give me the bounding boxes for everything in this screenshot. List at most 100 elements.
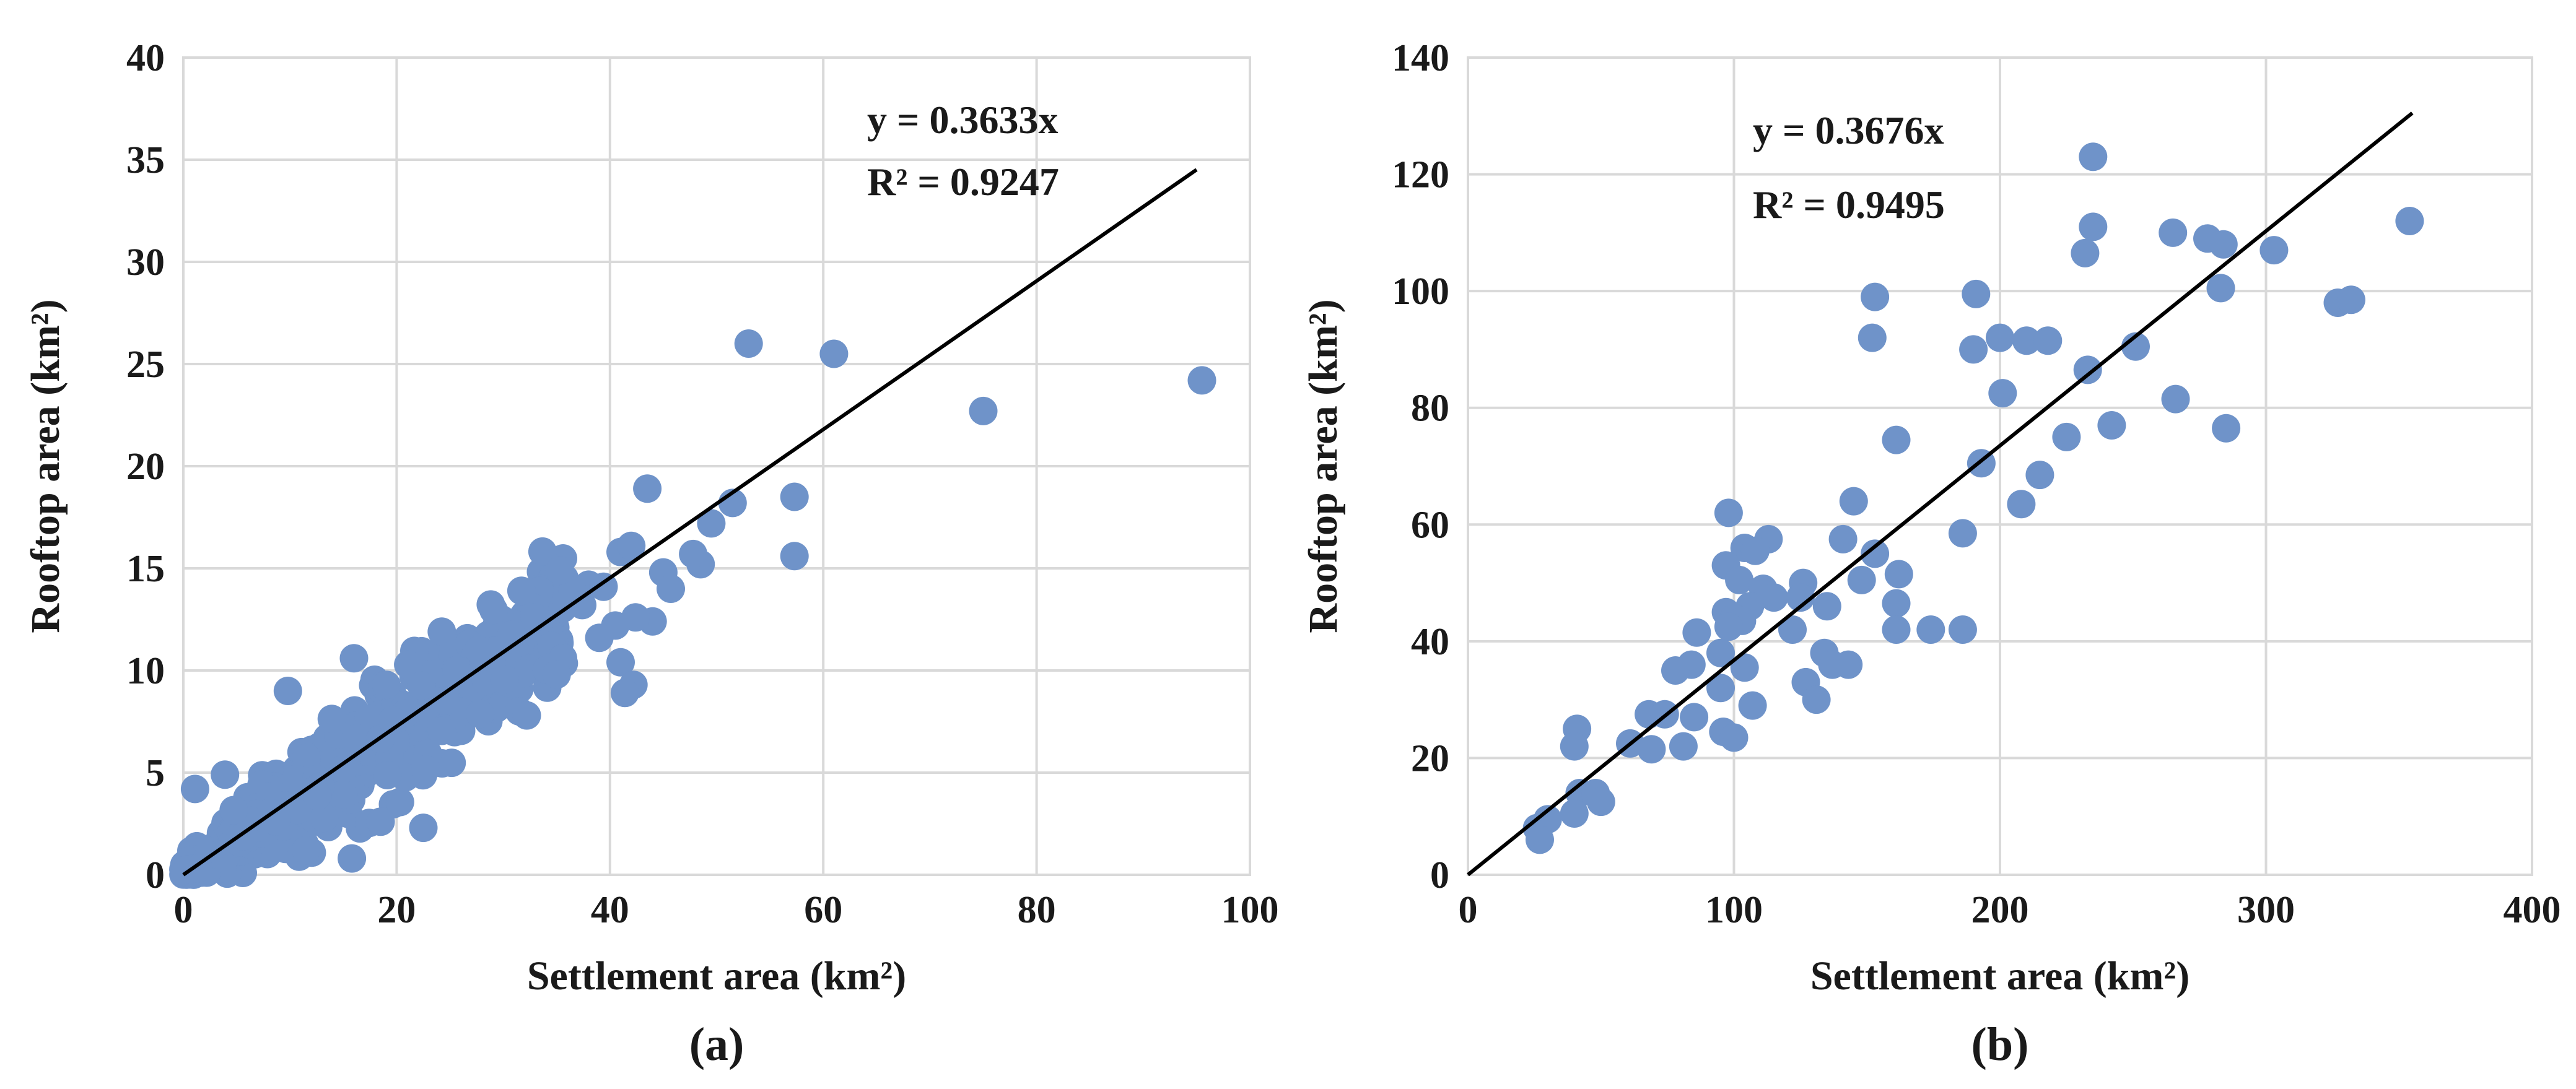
data-point (1786, 583, 1815, 612)
chart-a-x-axis-title: Settlement area (km²) (527, 953, 906, 999)
data-point (427, 716, 456, 745)
data-point (490, 665, 519, 694)
data-point (1858, 323, 1887, 352)
data-point (1882, 615, 1911, 644)
data-point (1882, 425, 1911, 454)
data-point (373, 761, 402, 789)
y-tick-label: 20 (126, 446, 165, 488)
data-point (1882, 589, 1911, 618)
data-point (2079, 142, 2108, 171)
data-point (1740, 536, 1770, 565)
data-point (1661, 656, 1690, 685)
x-tick-label: 200 (1971, 889, 2029, 931)
data-point (172, 855, 201, 884)
data-point (1682, 618, 1711, 647)
y-tick-label: 20 (1411, 737, 1449, 779)
x-tick-label: 80 (1018, 889, 1056, 931)
data-point (1560, 799, 1589, 828)
data-point (679, 539, 708, 568)
data-point (520, 603, 549, 632)
data-point (1959, 335, 1988, 364)
data-point (2159, 218, 2188, 247)
data-point (2259, 236, 2289, 265)
data-point (606, 648, 635, 677)
data-point (1847, 565, 1876, 594)
x-tick-label: 400 (2504, 889, 2561, 931)
y-tick-label: 80 (1411, 388, 1449, 430)
data-point (1706, 638, 1735, 667)
chart-a-trendline (182, 168, 1198, 877)
chart-a-y-ticks: 0 5 10 15 20 25 30 35 40 (126, 37, 165, 896)
chart-b-panel-label: (b) (1971, 1018, 2029, 1070)
data-point (542, 660, 571, 689)
x-tick-label: 60 (804, 889, 842, 931)
data-point (633, 474, 662, 503)
data-point (545, 556, 574, 585)
data-point (2209, 230, 2238, 259)
data-point (2033, 326, 2063, 355)
data-point (657, 575, 685, 603)
data-point (2212, 414, 2241, 443)
data-point (512, 701, 541, 730)
chart-b-x-axis-title: Settlement area (km²) (1810, 953, 2190, 999)
data-point (617, 531, 646, 560)
chart-a-y-axis-title: Rooftop area (km²) (23, 299, 68, 633)
chart-a-plot-frame (182, 56, 1251, 876)
data-point (2121, 332, 2150, 361)
data-point (780, 482, 809, 511)
data-point (1802, 685, 1831, 714)
data-point (1560, 732, 1589, 761)
chart-a-r-squared: R² = 0.9247 (867, 160, 1059, 204)
data-point (697, 509, 726, 538)
data-point (585, 623, 614, 653)
data-point (1187, 366, 1216, 395)
x-tick-label: 0 (174, 889, 193, 931)
y-tick-label: 30 (126, 241, 165, 284)
data-point (317, 705, 346, 734)
y-tick-label: 5 (146, 752, 165, 794)
data-point (1861, 539, 1890, 568)
y-tick-label: 100 (1392, 271, 1449, 313)
y-tick-label: 60 (1411, 504, 1449, 546)
chart-a-trend-equation: y = 0.3633x (867, 98, 1058, 142)
y-tick-label: 0 (1430, 854, 1449, 896)
x-tick-label: 40 (591, 889, 629, 931)
data-point (437, 748, 466, 778)
data-point (528, 537, 557, 566)
y-tick-label: 140 (1392, 37, 1449, 79)
data-point (366, 807, 395, 836)
data-point (1778, 615, 1807, 644)
y-tick-label: 10 (126, 650, 165, 692)
data-point (2012, 326, 2041, 355)
chart-a-gridlines (182, 56, 1251, 876)
chart-a-x-ticks: 0 20 40 60 80 100 (174, 889, 1279, 931)
x-tick-label: 20 (377, 889, 416, 931)
chart-b-y-axis-title: Rooftop area (km²) (1301, 299, 1346, 633)
data-point (1884, 560, 1913, 589)
chart-b-r-squared: R² = 0.9495 (1753, 183, 1945, 227)
data-point (1719, 723, 1749, 752)
y-tick-label: 40 (1411, 621, 1449, 663)
data-point (1759, 583, 1788, 612)
y-tick-label: 0 (146, 854, 165, 896)
data-point (430, 686, 460, 715)
data-point (409, 813, 438, 843)
chart-a-panel-label: (a) (689, 1018, 744, 1070)
data-point (479, 596, 508, 625)
data-point (1738, 691, 1767, 720)
data-point (1669, 732, 1698, 761)
data-point (1680, 703, 1709, 732)
data-point (219, 796, 248, 825)
data-point (394, 650, 423, 679)
data-point (1828, 524, 1858, 553)
chart-b-x-ticks: 0 100 200 300 400 (1459, 889, 2561, 931)
data-point (339, 644, 369, 673)
data-point (341, 724, 370, 753)
data-point (329, 780, 358, 809)
data-point (1714, 612, 1743, 641)
y-tick-label: 35 (126, 139, 165, 181)
data-point (1988, 379, 2017, 408)
data-point (407, 671, 436, 700)
data-point (1714, 498, 1743, 527)
